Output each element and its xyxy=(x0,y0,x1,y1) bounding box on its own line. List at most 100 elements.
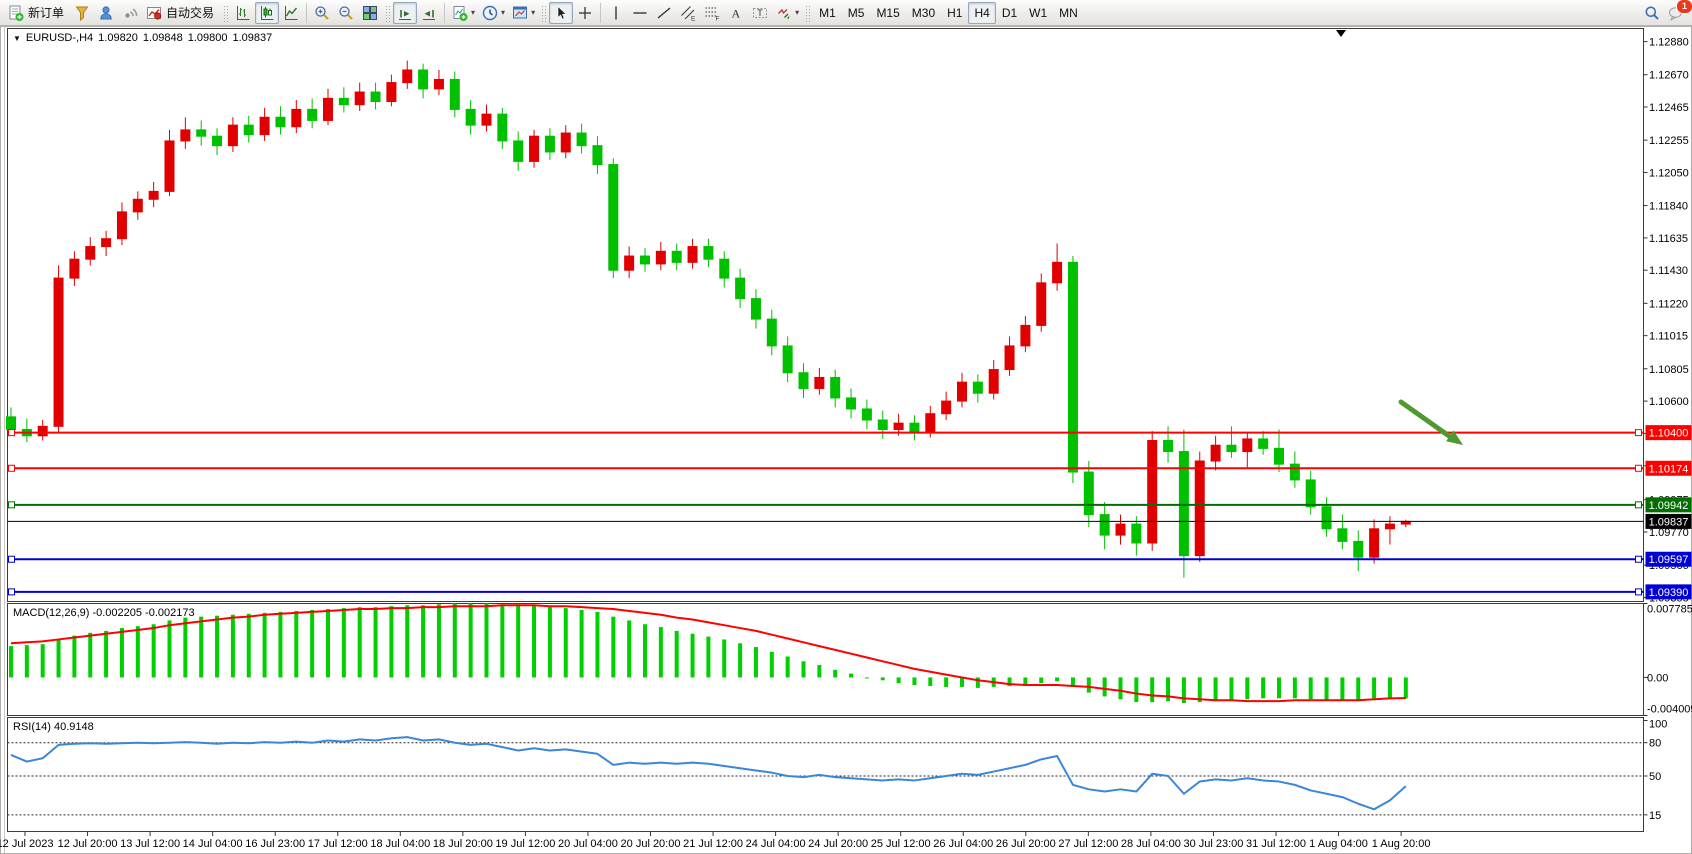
indicators-button[interactable]: ▾ xyxy=(448,2,478,24)
hline-anchor[interactable] xyxy=(1635,464,1642,472)
price-line-labels: 1.10400 1.10174 1.09942 1.09597 1.09390 1.098… xyxy=(1645,425,1692,600)
candle-body xyxy=(988,369,999,394)
chart-shift-button[interactable] xyxy=(417,2,441,24)
timeframe-h4-button[interactable]: H4 xyxy=(968,1,996,24)
candle-body xyxy=(481,113,492,126)
chart-title-high: 1.09848 xyxy=(142,32,183,44)
macd-bar xyxy=(1261,677,1266,699)
candle-body xyxy=(957,381,967,402)
macd-bar xyxy=(928,677,933,686)
annotation-arrow[interactable] xyxy=(1398,399,1463,445)
dropdown-caret-icon[interactable]: ▾ xyxy=(795,8,800,17)
chart-shift-marker[interactable] xyxy=(1336,30,1346,37)
macd-bar xyxy=(9,646,13,678)
rsi-plot-frame[interactable] xyxy=(7,717,1644,832)
fibonacci-button[interactable]: F xyxy=(700,2,724,24)
horizontal-line-button[interactable] xyxy=(628,2,652,24)
macd-bar xyxy=(389,606,394,678)
macd-bar xyxy=(1181,677,1186,704)
candle-body xyxy=(1020,324,1031,347)
hline-anchor[interactable] xyxy=(8,464,15,472)
crosshair-icon xyxy=(579,6,592,19)
macd-bar xyxy=(436,604,441,678)
dropdown-caret-icon[interactable]: ▾ xyxy=(501,8,506,17)
auto-trading-button[interactable]: 自动交易 xyxy=(142,2,220,24)
timeframe-h1-button[interactable]: H1 xyxy=(941,2,968,24)
time-axis[interactable]: 12 Jul 2023 12 Jul 20:00 13 Jul 12:00 14 Ju… xyxy=(0,832,1430,850)
notifications-button[interactable]: 1 xyxy=(1664,0,1692,24)
hline-anchor[interactable] xyxy=(8,501,15,509)
candle-body xyxy=(1147,440,1158,544)
hline-anchor[interactable] xyxy=(1635,429,1642,437)
hline-anchor[interactable] xyxy=(8,429,15,437)
timeframe-m30-button[interactable]: M30 xyxy=(906,2,941,24)
auto-scroll-button[interactable] xyxy=(393,1,418,24)
cursor-button[interactable] xyxy=(549,1,574,24)
macd-bar xyxy=(944,677,949,687)
accounts-button[interactable] xyxy=(94,2,118,24)
vertical-line-button[interactable] xyxy=(604,2,628,24)
date-label: 16 Jul 23:00 xyxy=(245,838,305,850)
price-label-box xyxy=(1645,584,1692,600)
bar-chart-button[interactable] xyxy=(231,2,255,24)
macd-bar xyxy=(563,608,568,678)
hline-anchor[interactable] xyxy=(1635,555,1642,563)
crosshair-button[interactable] xyxy=(573,2,597,24)
tile-windows-button[interactable] xyxy=(358,2,382,24)
price-label-box xyxy=(1645,425,1692,441)
trendline-button[interactable] xyxy=(652,2,676,24)
hline-anchor[interactable] xyxy=(1635,588,1642,596)
periods-button[interactable]: ▾ xyxy=(478,2,508,24)
macd-bar xyxy=(183,617,188,678)
templates-button[interactable]: ▾ xyxy=(508,2,538,24)
text-label-button[interactable]: T xyxy=(748,2,772,24)
chart-profile-button[interactable] xyxy=(70,2,94,24)
timeframe-m5-label: M5 xyxy=(847,5,865,20)
macd-bar xyxy=(167,620,172,678)
line-chart-button[interactable] xyxy=(279,2,303,24)
new-order-button[interactable]: 新订单 xyxy=(4,2,70,24)
date-label: 30 Jul 23:00 xyxy=(1183,838,1243,850)
svg-text:1.12255: 1.12255 xyxy=(1649,135,1689,147)
dropdown-caret-icon[interactable]: ▾ xyxy=(531,8,536,17)
candle-body xyxy=(148,190,159,200)
macd-bar xyxy=(1356,677,1361,702)
date-label: 25 Jul 12:00 xyxy=(871,838,931,850)
hline-anchor[interactable] xyxy=(8,555,15,563)
timeframe-mn-button[interactable]: MN xyxy=(1053,2,1084,24)
dropdown-caret-icon[interactable]: ▾ xyxy=(471,8,476,17)
macd-bar xyxy=(1102,677,1107,697)
macd-bar xyxy=(1023,677,1028,686)
candle-body xyxy=(497,113,508,142)
equidistant-channel-button[interactable]: E xyxy=(676,2,700,24)
price-label-text: 1.10400 xyxy=(1649,428,1689,440)
candlestick-chart-button[interactable] xyxy=(255,1,280,24)
arrows-button[interactable]: ▾ xyxy=(772,2,802,24)
search-button[interactable] xyxy=(1640,2,1664,24)
macd-bar xyxy=(1340,677,1345,701)
candle-body xyxy=(212,135,223,147)
macd-bar xyxy=(579,610,584,678)
timeframe-m5-button[interactable]: M5 xyxy=(842,2,871,24)
signals-button[interactable] xyxy=(118,2,142,24)
timeframe-w1-button[interactable]: W1 xyxy=(1023,2,1053,24)
toolbar-grip xyxy=(804,3,812,22)
candle-body xyxy=(1067,261,1078,473)
text-button[interactable]: A xyxy=(724,2,748,24)
date-label: 26 Jul 20:00 xyxy=(996,838,1056,850)
main-plot-frame[interactable] xyxy=(7,28,1644,602)
candle-body xyxy=(687,246,698,263)
candle-body xyxy=(85,246,96,260)
macd-bar xyxy=(135,626,140,678)
macd-indicator-label: MACD(12,26,9) -0.002205 -0.002173 xyxy=(13,607,195,619)
hline-anchor[interactable] xyxy=(1635,501,1642,509)
textlabel-icon: T xyxy=(753,7,768,18)
symbol-dropdown-icon[interactable]: ▼ xyxy=(13,33,21,43)
timeframe-m1-button[interactable]: M1 xyxy=(813,2,842,24)
svg-text:1.10600: 1.10600 xyxy=(1649,396,1689,408)
zoom-in-button[interactable] xyxy=(310,2,334,24)
zoom-out-button[interactable] xyxy=(334,2,358,24)
hline-anchor[interactable] xyxy=(8,588,15,596)
timeframe-d1-button[interactable]: D1 xyxy=(996,2,1023,24)
timeframe-m15-button[interactable]: M15 xyxy=(870,2,905,24)
